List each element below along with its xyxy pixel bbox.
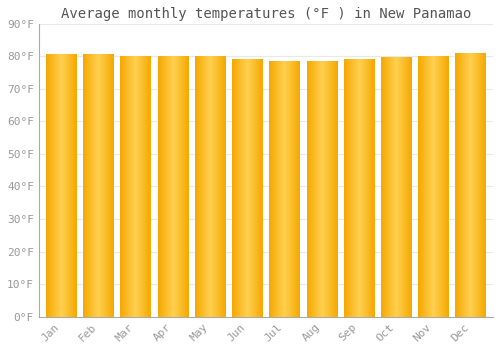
Title: Average monthly temperatures (°F ) in New Panamao: Average monthly temperatures (°F ) in Ne… (60, 7, 471, 21)
